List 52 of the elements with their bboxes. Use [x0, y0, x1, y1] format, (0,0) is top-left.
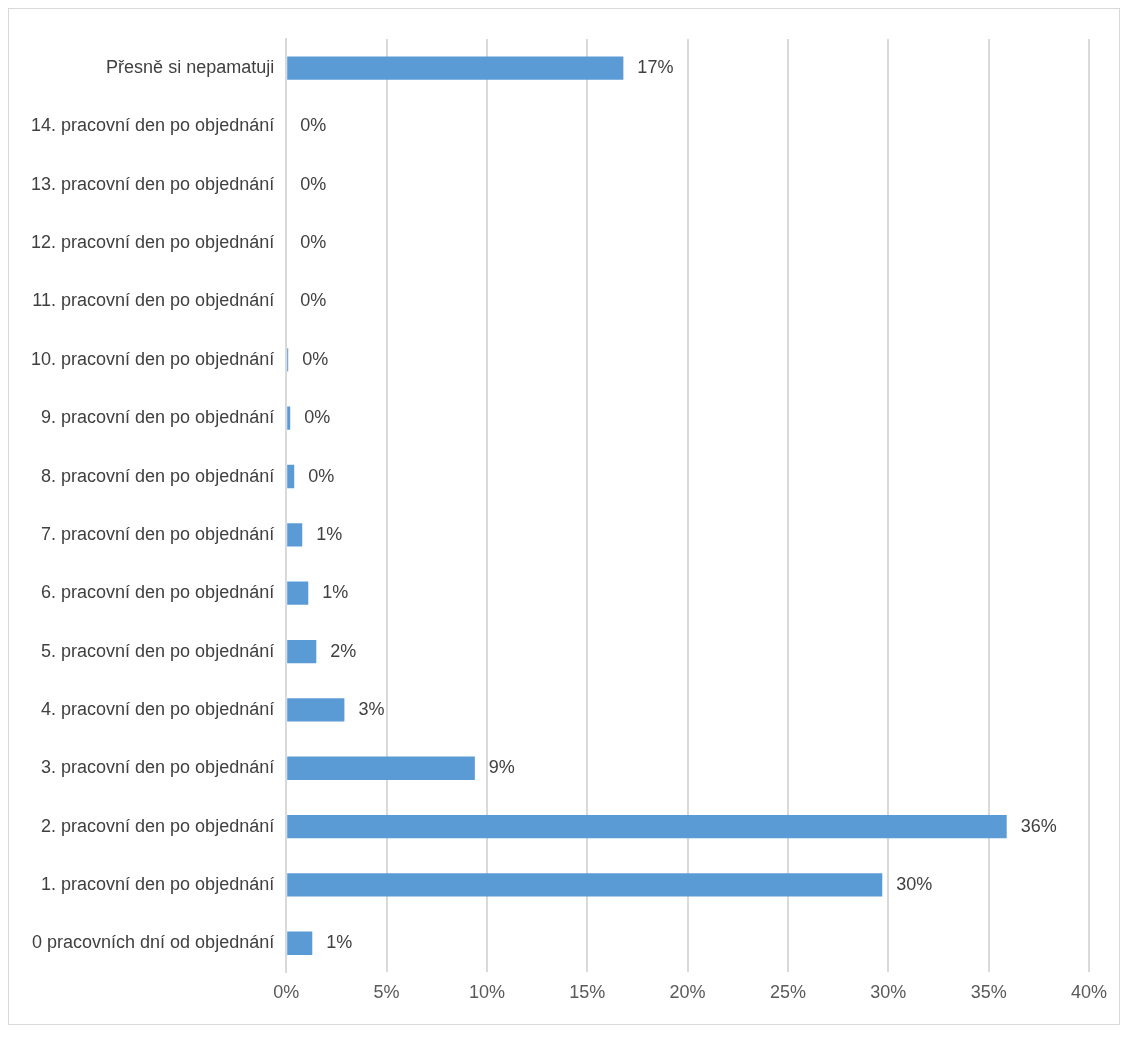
y-tick-label: 8. pracovní den po objednání: [41, 465, 275, 486]
y-tick-label: 14. pracovní den po objednání: [30, 115, 275, 136]
y-tick-label: 9. pracovní den po objednání: [41, 407, 275, 428]
data-label: 0%: [300, 173, 327, 194]
bar: [287, 814, 1007, 839]
x-tick-label: 20%: [669, 982, 706, 1003]
data-label: 0%: [302, 348, 329, 369]
bar: [287, 464, 295, 489]
data-label: 30%: [896, 873, 933, 894]
bar: [287, 698, 345, 722]
data-label: 17%: [637, 57, 674, 78]
data-label: 0%: [300, 290, 327, 311]
y-tick-label: 12. pracovní den po objednání: [30, 232, 275, 253]
bar: [287, 523, 303, 547]
bar: [287, 931, 313, 955]
data-label: 0%: [308, 465, 335, 486]
bar: [287, 639, 317, 664]
y-tick-label: 13. pracovní den po objednání: [30, 173, 275, 194]
y-tick-label: 10. pracovní den po objednání: [30, 348, 275, 369]
data-label: 36%: [1020, 815, 1057, 836]
bar: [287, 756, 475, 780]
bar: [287, 581, 309, 605]
data-label: 1%: [322, 582, 349, 603]
y-tick-label: 6. pracovní den po objednání: [41, 582, 275, 603]
y-tick-label: 0 pracovních dní od objednání: [32, 932, 275, 953]
x-tick-label: 35%: [970, 982, 1007, 1003]
data-label: 0%: [300, 115, 327, 136]
x-tick-label: 40%: [1070, 982, 1108, 1003]
x-tick-label: 5%: [373, 982, 400, 1003]
y-tick-label: Přesně si nepamatuji: [106, 57, 275, 78]
y-tick-label: 1. pracovní den po objednání: [41, 873, 275, 894]
y-tick-label: 2. pracovní den po objednání: [41, 815, 275, 836]
x-tick-label: 25%: [769, 982, 806, 1003]
x-tick-label: 10%: [468, 982, 505, 1003]
y-tick-label: 4. pracovní den po objednání: [41, 698, 275, 719]
y-tick-label: 5. pracovní den po objednání: [41, 640, 275, 661]
y-tick-label: 7. pracovní den po objednání: [41, 523, 275, 544]
bar: [287, 56, 624, 80]
data-label: 1%: [316, 523, 343, 544]
y-tick-label: 11. pracovní den po objednání: [32, 290, 275, 311]
x-tick-label: 30%: [870, 982, 907, 1003]
data-label: 1%: [326, 932, 353, 953]
bar: [287, 873, 883, 897]
data-label: 9%: [488, 757, 515, 778]
bar: [287, 406, 291, 430]
x-tick-label: 15%: [569, 982, 606, 1003]
y-tick-label: 3. pracovní den po objednání: [41, 757, 275, 778]
data-label: 0%: [304, 407, 331, 428]
data-label: 2%: [330, 640, 357, 661]
data-label: 0%: [300, 232, 327, 253]
data-label: 3%: [358, 698, 385, 719]
x-tick-label: 0%: [273, 982, 300, 1003]
